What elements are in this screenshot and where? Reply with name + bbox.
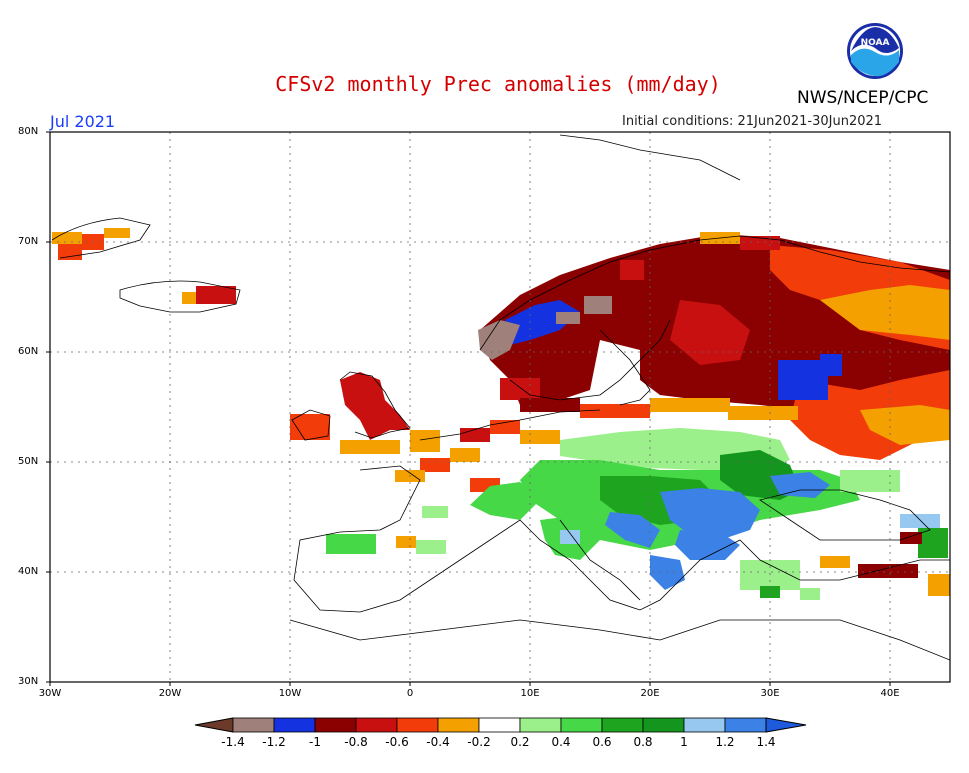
colorbar-tick-label: 0.2 [510, 735, 530, 749]
graticule [50, 132, 950, 682]
colorbar-tick-label: 1 [680, 735, 688, 749]
colorbar-tick-label: -0.2 [467, 735, 491, 749]
anomaly-field [52, 228, 950, 600]
logo-text: NOAA [861, 38, 890, 48]
colorbar-bin [355, 717, 398, 733]
colorbar-tick-label: -1 [309, 735, 321, 749]
organization-label: NWS/NCEP/CPC [797, 88, 929, 108]
colorbar-bin [314, 717, 357, 733]
noaa-logo: NOAA [846, 22, 904, 80]
colorbar-tick-label: -1.4 [221, 735, 245, 749]
colorbar-bin [683, 717, 726, 733]
lon-label-30w: 30W [38, 688, 62, 699]
lon-label-40e: 40E [880, 688, 900, 699]
colorbar-bin [232, 717, 275, 733]
lat-label-50n: 50N [18, 456, 39, 467]
colorbar-tick-label: 1.2 [715, 735, 735, 749]
colorbar-bin [273, 717, 316, 733]
colorbar [194, 717, 807, 733]
map-fields [50, 132, 950, 682]
colorbar-bin [560, 717, 603, 733]
lon-label-20e: 20E [640, 688, 660, 699]
lon-label-10w: 10W [278, 688, 302, 699]
colorbar-bin [519, 717, 562, 733]
valid-month-label: Jul 2021 [50, 112, 116, 131]
lat-label-30n: 30N [18, 676, 39, 687]
colorbar-bin [437, 717, 480, 733]
lon-label-0: 0 [406, 688, 414, 699]
lat-label-40n: 40N [18, 566, 39, 577]
lon-label-30e: 30E [760, 688, 780, 699]
colorbar-bin [642, 717, 685, 733]
colorbar-arrow-low [194, 717, 234, 733]
colorbar-tick-label: 0.6 [592, 735, 612, 749]
colorbar-bin [396, 717, 439, 733]
colorbar-tick-label: 0.8 [633, 735, 653, 749]
colorbar-bin [724, 717, 767, 733]
colorbar-tick-label: 0.4 [551, 735, 571, 749]
lon-label-10e: 10E [520, 688, 540, 699]
colorbar-tick-label: -0.6 [385, 735, 409, 749]
map-title: CFSv2 monthly Prec anomalies (mm/day) [275, 72, 721, 96]
colorbar-tick-label: -0.8 [344, 735, 368, 749]
colorbar-tick-label: 1.4 [756, 735, 776, 749]
colorbar-bin [478, 717, 521, 733]
lon-label-20w: 20W [158, 688, 182, 699]
lat-label-70n: 70N [18, 236, 39, 247]
colorbar-tick-label: -1.2 [262, 735, 286, 749]
lat-label-60n: 60N [18, 346, 39, 357]
axis-ticks [46, 131, 891, 686]
map-frame [49, 131, 951, 683]
colorbar-bin [601, 717, 644, 733]
initial-conditions-label: Initial conditions: 21Jun2021-30Jun2021 [622, 114, 883, 129]
colorbar-tick-label: -0.4 [426, 735, 450, 749]
lat-label-80n: 80N [18, 126, 39, 137]
colorbar-arrow-high [765, 717, 807, 733]
